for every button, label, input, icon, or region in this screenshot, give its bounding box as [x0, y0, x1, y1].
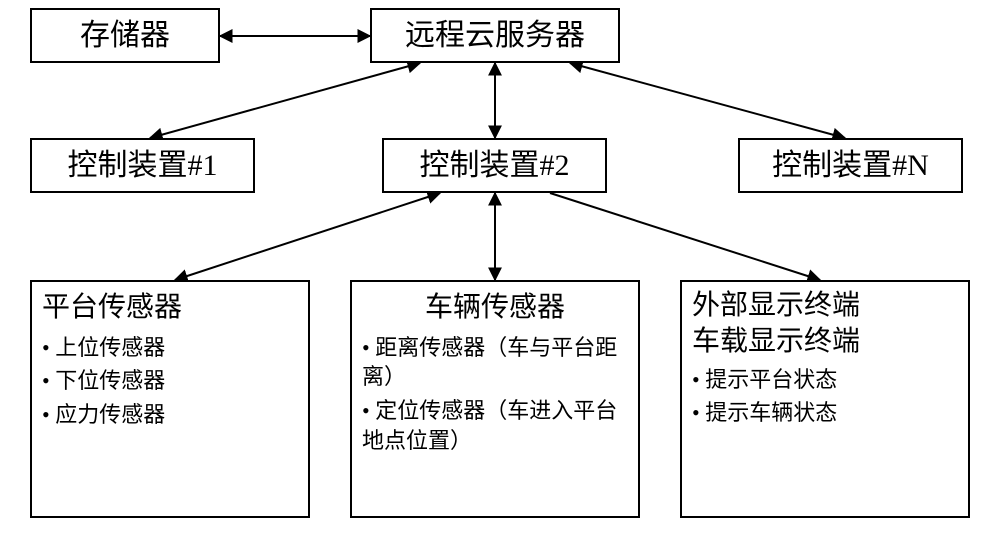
node-vehicle: 车辆传感器 距离传感器（车与平台距离） 定位传感器（车进入平台地点位置） — [350, 280, 640, 518]
node-ctrl2: 控制装置#2 — [382, 138, 607, 193]
node-platform-bullets: 上位传感器 下位传感器 应力传感器 — [42, 333, 298, 430]
list-item: 上位传感器 — [42, 333, 298, 363]
node-display-bullets: 提示平台状态 提示车辆状态 — [692, 365, 958, 428]
node-ctrl1: 控制装置#1 — [30, 138, 255, 193]
list-item: 下位传感器 — [42, 366, 298, 396]
node-cloud: 远程云服务器 — [370, 8, 620, 63]
edge-cloud-ctrl1 — [150, 63, 420, 138]
node-ctrl1-label: 控制装置#1 — [68, 144, 218, 188]
list-item: 应力传感器 — [42, 400, 298, 430]
node-storage: 存储器 — [30, 8, 220, 63]
list-item: 提示平台状态 — [692, 365, 958, 395]
list-item: 距离传感器（车与平台距离） — [362, 333, 628, 392]
node-display-title-line2: 车载显示终端 — [692, 324, 958, 360]
node-display-title: 外部显示终端 车载显示终端 — [692, 288, 958, 361]
node-ctrl2-label: 控制装置#2 — [420, 144, 570, 188]
edge-cloud-ctrlN — [570, 63, 845, 138]
node-display-title-line1: 外部显示终端 — [692, 288, 958, 324]
edge-ctrl2-platform — [175, 193, 440, 280]
node-cloud-label: 远程云服务器 — [405, 14, 585, 58]
node-display: 外部显示终端 车载显示终端 提示平台状态 提示车辆状态 — [680, 280, 970, 518]
node-storage-label: 存储器 — [80, 14, 170, 58]
list-item: 提示车辆状态 — [692, 398, 958, 428]
node-ctrlN-label: 控制装置#N — [772, 144, 929, 188]
node-platform-title: 平台传感器 — [42, 288, 298, 329]
node-vehicle-bullets: 距离传感器（车与平台距离） 定位传感器（车进入平台地点位置） — [362, 333, 628, 456]
node-ctrlN: 控制装置#N — [738, 138, 963, 193]
edge-ctrl2-display — [550, 193, 820, 280]
node-vehicle-title: 车辆传感器 — [362, 288, 628, 329]
list-item: 定位传感器（车进入平台地点位置） — [362, 396, 628, 455]
node-platform: 平台传感器 上位传感器 下位传感器 应力传感器 — [30, 280, 310, 518]
